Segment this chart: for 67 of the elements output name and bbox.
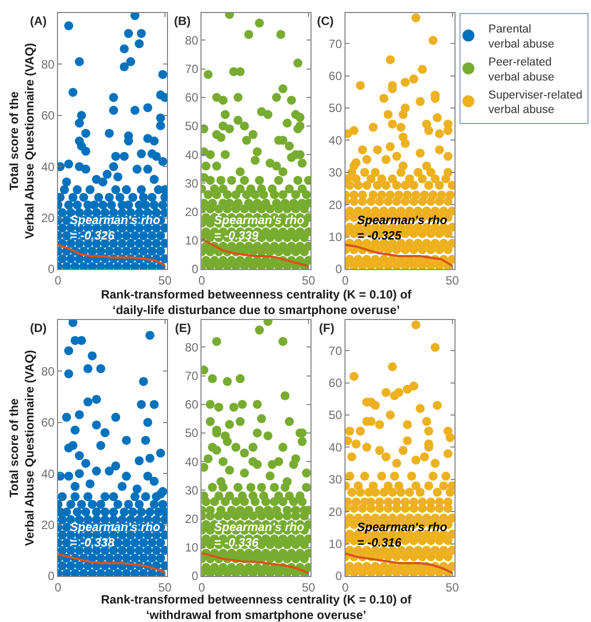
- y-tick-label: 80: [41, 364, 55, 378]
- y-tick-label: 70: [328, 344, 342, 358]
- annotation: Spearman's rho = -0.326: [70, 213, 160, 243]
- y-tick-label: 20: [41, 518, 55, 532]
- chart-title: (A): [30, 14, 47, 28]
- y-axis-title: Total score of the Verbal Abuse Questionnaire (VAQ): [6, 42, 37, 240]
- annotation: Spearman's rho = -0.338: [70, 520, 160, 550]
- legend-label: Peer-related verbal abuse: [488, 56, 554, 84]
- y-tick-label: 30: [184, 483, 199, 498]
- y-tick-label: 40: [184, 148, 199, 162]
- chart-title: (F): [319, 321, 334, 335]
- y-tick-label: 80: [41, 57, 55, 72]
- y-tick-label: 40: [328, 133, 342, 148]
- x-tick-label: 50: [158, 580, 172, 594]
- y-tick-label: 70: [184, 62, 199, 76]
- x-tick-label: 50: [446, 580, 460, 594]
- y-tick-label: 50: [328, 101, 342, 116]
- legend-label: Superviser-related verbal abuse: [488, 89, 582, 116]
- y-tick-label: 60: [184, 90, 199, 105]
- y-tick-label: 50: [184, 119, 199, 134]
- y-tick-label: 70: [328, 36, 342, 51]
- chart-title: (C): [317, 14, 334, 28]
- y-tick-label: 60: [328, 68, 342, 83]
- y-tick-label: 10: [184, 540, 199, 555]
- y-tick-label: 40: [41, 160, 55, 174]
- chart-title: (B): [174, 14, 191, 28]
- y-tick-label: 0: [335, 262, 342, 276]
- chart-title: (D): [30, 321, 47, 335]
- y-tick-label: 10: [184, 234, 199, 248]
- x-tick-label: 50: [446, 273, 460, 288]
- x-tick-label: 50: [158, 273, 172, 288]
- y-tick-label: 60: [328, 376, 342, 390]
- y-tick-label: 40: [184, 454, 199, 469]
- y-tick-label: 0: [335, 569, 342, 584]
- y-tick-label: 80: [184, 33, 199, 48]
- y-tick-label: 30: [328, 166, 342, 180]
- y-tick-label: 50: [184, 426, 199, 440]
- y-tick-label: 30: [328, 472, 342, 487]
- y-tick-label: 80: [184, 340, 199, 354]
- y-tick-label: 20: [184, 204, 199, 219]
- y-tick-label: 20: [328, 198, 342, 212]
- legend-label: Parental verbal abuse: [488, 23, 554, 50]
- annotation: Spearman's rho = -0.336: [214, 520, 304, 550]
- y-tick-label: 30: [184, 176, 199, 190]
- y-tick-label: 20: [41, 211, 55, 225]
- y-tick-label: 10: [328, 230, 342, 244]
- y-tick-label: 50: [328, 408, 342, 422]
- y-tick-label: 10: [328, 537, 342, 551]
- y-tick-label: 40: [328, 440, 342, 454]
- x-tick-label: 50: [302, 273, 316, 288]
- y-tick-label: 0: [48, 569, 55, 584]
- y-tick-label: 60: [41, 416, 55, 430]
- chart-title: (E): [175, 321, 191, 335]
- x-axis-title: Rank-transformed betweenness centrality (K = 0.10) of ‘daily-life disturbance due to smartphone overuse’: [100, 287, 412, 317]
- y-axis-title: Total score of the Verbal Abuse Questionnaire (VAQ): [6, 350, 37, 546]
- x-tick-label: 50: [302, 580, 316, 594]
- y-tick-label: 0: [192, 262, 199, 276]
- x-axis-title: Rank-transformed betweenness centrality (K = 0.10) of ‘withdrawal from smartphone overuse’: [100, 592, 412, 622]
- y-tick-label: 40: [41, 466, 55, 481]
- y-tick-label: 20: [328, 504, 342, 519]
- y-tick-label: 60: [184, 398, 199, 412]
- y-tick-label: 0: [48, 262, 55, 276]
- annotation: Spearman's rho = -0.339: [214, 213, 304, 243]
- y-tick-label: 60: [41, 108, 55, 123]
- y-tick-label: 0: [192, 569, 199, 584]
- y-tick-label: 70: [184, 368, 199, 383]
- y-tick-label: 20: [184, 512, 199, 526]
